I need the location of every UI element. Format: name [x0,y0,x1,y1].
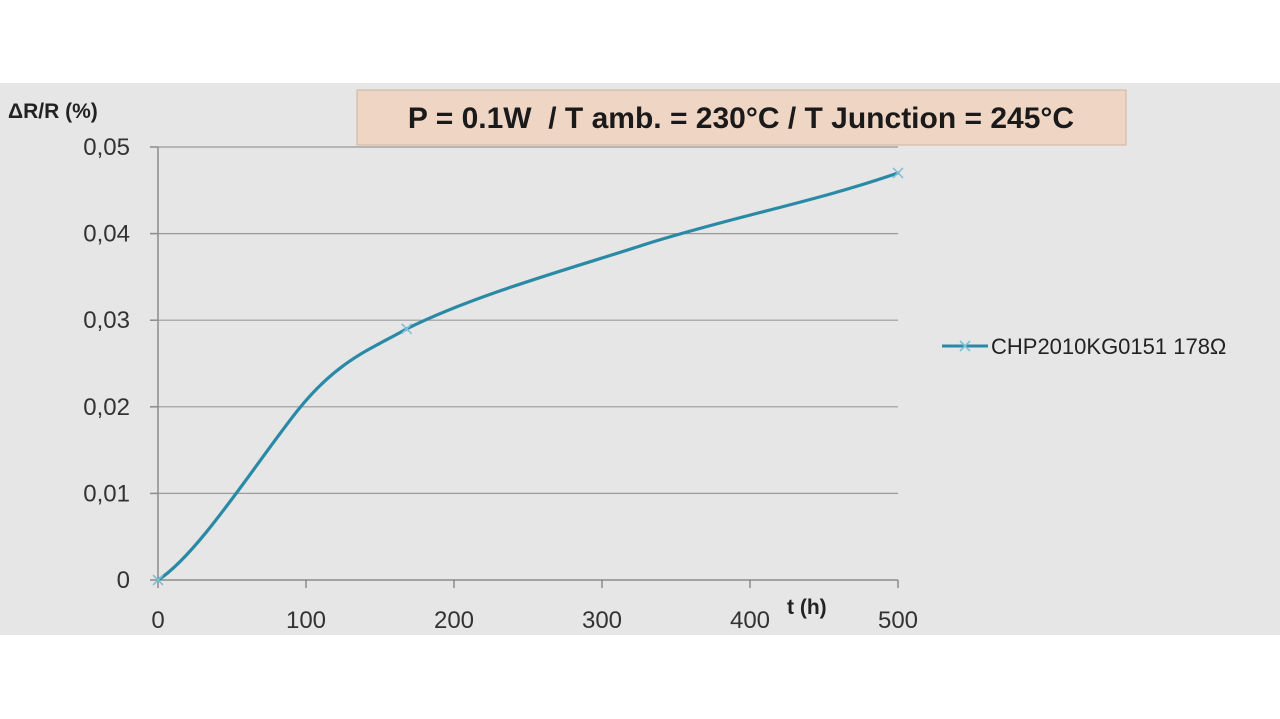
marker-stroke [892,167,904,179]
data-point-marker [401,323,413,335]
chart-title-box: P = 0.1W / T amb. = 230°C / T Junction =… [356,89,1127,146]
series-layer [152,167,904,586]
legend-label: CHP2010KG0151 178Ω [991,334,1226,359]
x-tick-label: 0 [151,607,164,634]
x-tick-label: 500 [878,607,918,634]
x-tick-label: 100 [286,607,326,634]
legend: CHP2010KG0151 178Ω [942,334,1226,359]
chart-area [0,83,1280,635]
marker-stroke [401,323,413,335]
chart-title: P = 0.1W / T amb. = 230°C / T Junction =… [408,102,1074,135]
data-point-marker [892,167,904,179]
y-tick-label: 0,02 [83,394,130,421]
y-axis-title: ΔR/R (%) [8,100,98,123]
title-background [356,89,1127,146]
x-tick-label: 300 [582,607,622,634]
x-axis-title: t (h) [787,596,827,619]
x-tick-labels: 0 100 200 300 400 500 [151,607,918,634]
y-tick-labels: 0 0,01 0,02 0,03 0,04 0,05 [83,134,130,594]
grid-lines [150,146,899,588]
legend-marker [959,340,971,352]
x-tick-label: 400 [730,607,770,634]
marker-stroke [959,340,971,352]
marker-stroke [152,574,164,586]
y-tick-label: 0,01 [83,480,130,507]
y-tick-label: 0,05 [83,134,130,161]
data-point-marker [152,574,164,586]
y-tick-label: 0 [117,567,130,594]
series-line [156,171,900,582]
y-tick-label: 0,04 [83,221,130,248]
axes [157,147,898,581]
x-tick-label: 200 [434,607,474,634]
y-tick-label: 0,03 [83,307,130,334]
